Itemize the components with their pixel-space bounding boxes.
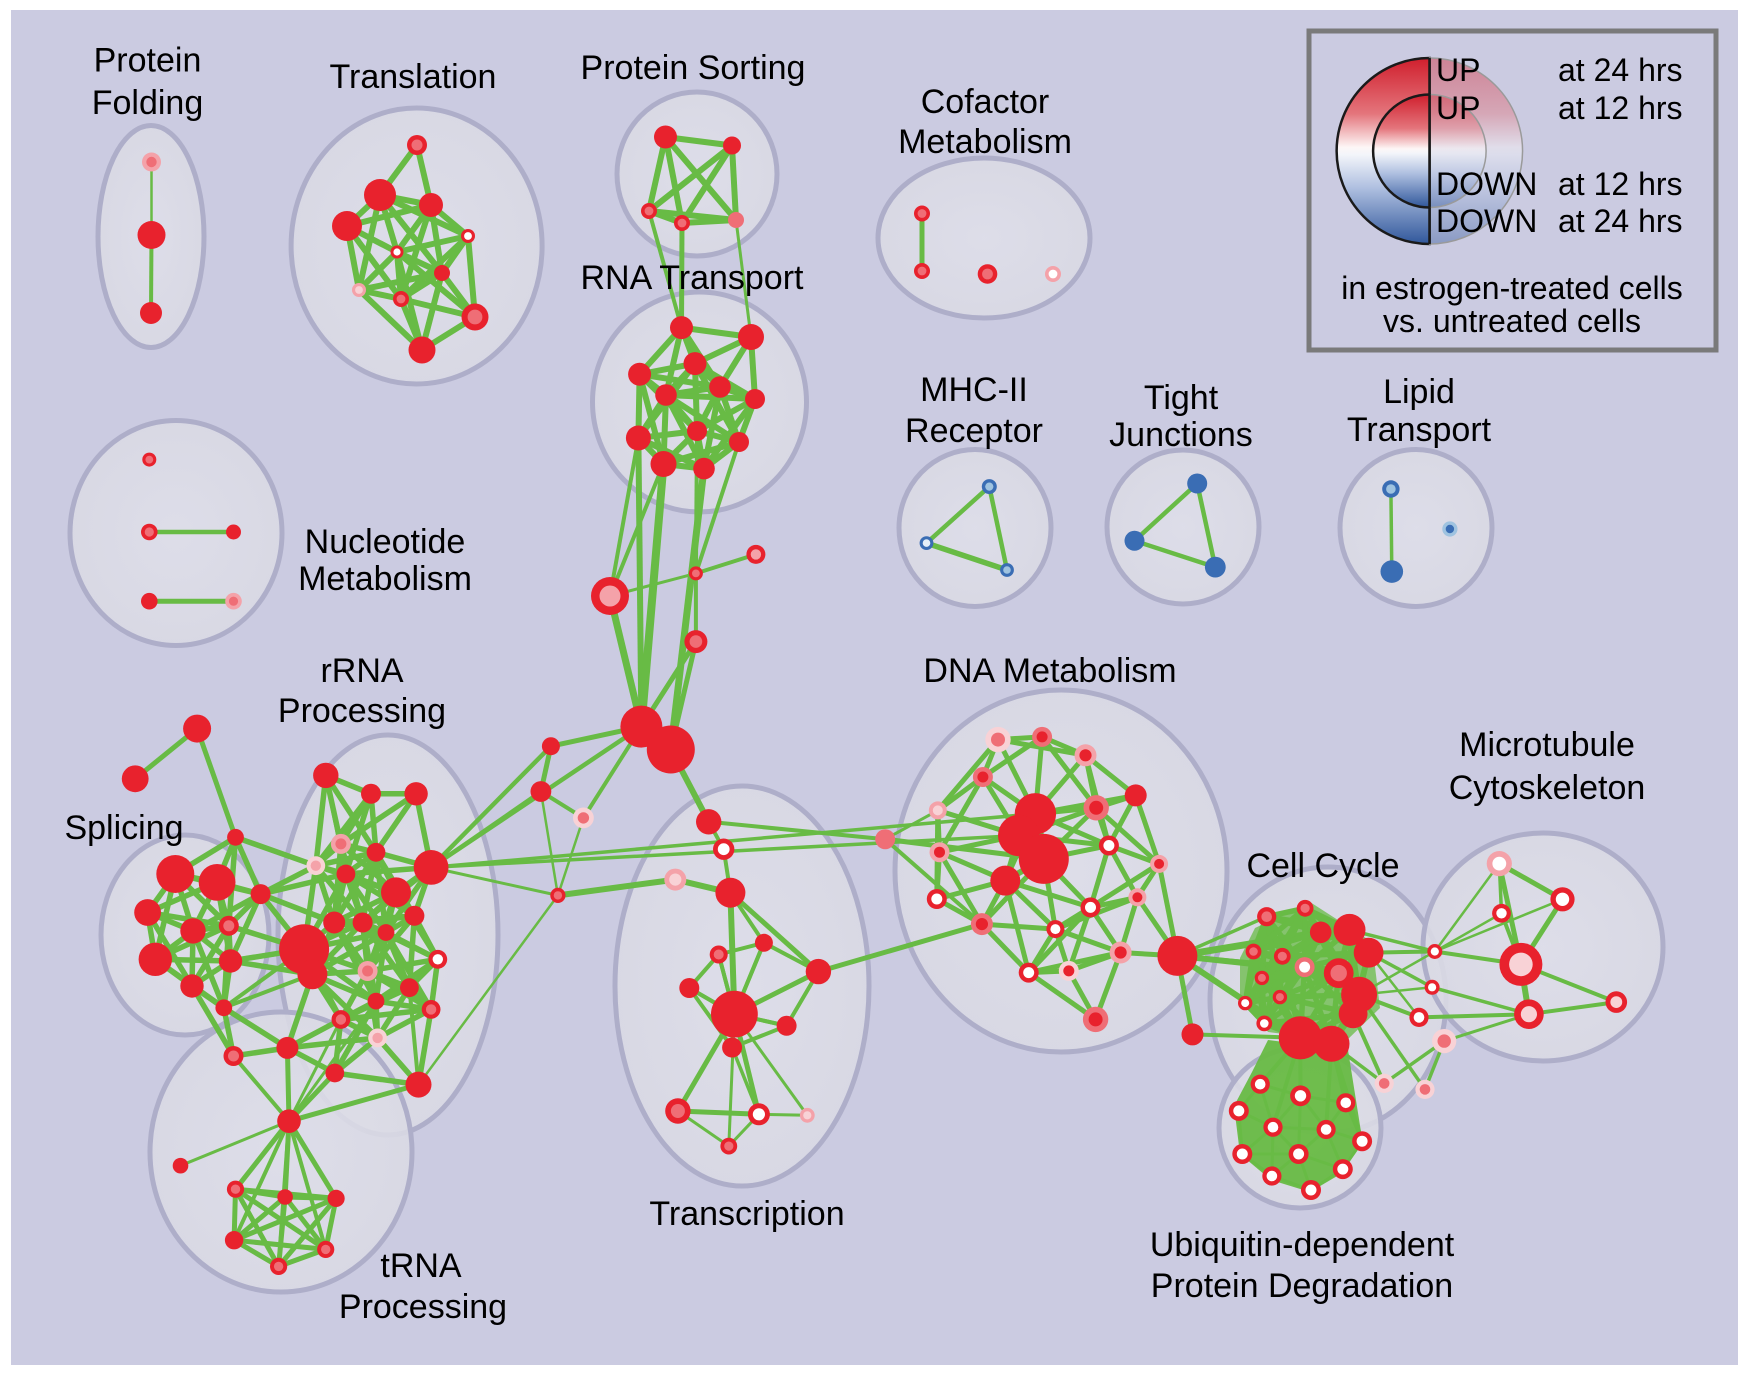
svg-text:at 24 hrs: at 24 hrs xyxy=(1558,52,1683,88)
svg-text:vs. untreated cells: vs. untreated cells xyxy=(1383,303,1641,339)
svg-text:Protein Degradation: Protein Degradation xyxy=(1151,1267,1453,1305)
svg-text:DOWN: DOWN xyxy=(1436,203,1537,239)
svg-text:RNA Transport: RNA Transport xyxy=(581,259,805,297)
svg-text:Cytoskeleton: Cytoskeleton xyxy=(1449,769,1646,807)
svg-text:at 24 hrs: at 24 hrs xyxy=(1558,203,1683,239)
svg-text:Nucleotide: Nucleotide xyxy=(305,523,466,561)
svg-text:Transport: Transport xyxy=(1347,411,1492,449)
svg-text:DNA Metabolism: DNA Metabolism xyxy=(923,652,1176,690)
svg-text:Metabolism: Metabolism xyxy=(298,560,472,598)
svg-text:MHC-II: MHC-II xyxy=(920,371,1028,409)
svg-text:Cell Cycle: Cell Cycle xyxy=(1246,847,1399,885)
svg-text:Metabolism: Metabolism xyxy=(898,123,1072,161)
svg-text:at 12 hrs: at 12 hrs xyxy=(1558,90,1683,126)
svg-text:tRNA: tRNA xyxy=(380,1247,462,1285)
svg-text:UP: UP xyxy=(1436,90,1480,126)
svg-text:Tight: Tight xyxy=(1144,379,1219,417)
svg-text:Junctions: Junctions xyxy=(1109,416,1253,454)
svg-text:Microtubule: Microtubule xyxy=(1459,726,1635,764)
svg-text:Processing: Processing xyxy=(278,692,446,730)
svg-text:DOWN: DOWN xyxy=(1436,166,1537,202)
svg-text:Ubiquitin-dependent: Ubiquitin-dependent xyxy=(1150,1226,1455,1264)
svg-text:at 12 hrs: at 12 hrs xyxy=(1558,166,1683,202)
svg-text:Protein: Protein xyxy=(94,42,202,80)
svg-text:Lipid: Lipid xyxy=(1383,373,1455,411)
svg-text:Cofactor: Cofactor xyxy=(921,83,1050,121)
svg-text:Transcription: Transcription xyxy=(649,1195,844,1233)
svg-text:in estrogen-treated cells: in estrogen-treated cells xyxy=(1341,270,1683,306)
svg-text:rRNA: rRNA xyxy=(320,652,403,690)
svg-text:Folding: Folding xyxy=(92,84,204,122)
svg-text:Receptor: Receptor xyxy=(905,412,1043,450)
svg-text:Splicing: Splicing xyxy=(64,809,183,847)
svg-text:Protein Sorting: Protein Sorting xyxy=(581,49,806,87)
svg-text:UP: UP xyxy=(1436,52,1480,88)
svg-text:Translation: Translation xyxy=(330,58,497,96)
svg-text:Processing: Processing xyxy=(339,1288,507,1326)
